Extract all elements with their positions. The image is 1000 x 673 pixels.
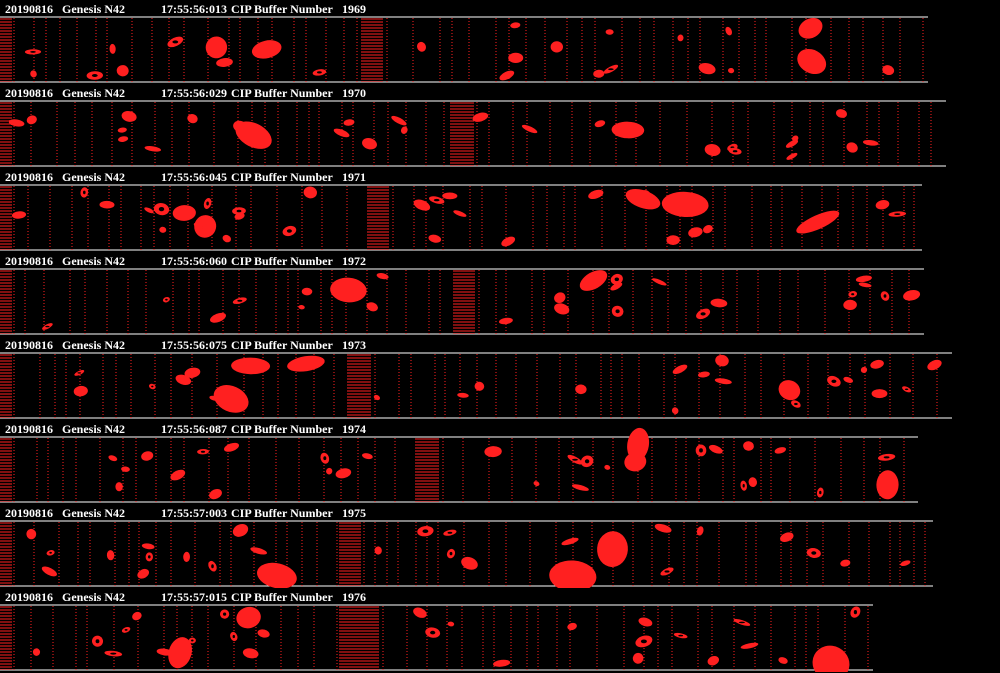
header-probe: Genesis N42 — [62, 422, 125, 436]
header-label: CIP Buffer Number — [231, 254, 333, 268]
header-date: 20190816 — [5, 590, 53, 604]
particle-image-strip — [0, 352, 952, 419]
particle-image-strip — [0, 427, 918, 503]
header-date: 20190816 — [5, 338, 53, 352]
particle-image-strip — [0, 100, 946, 167]
header-buffer-number: 1975 — [342, 506, 366, 520]
header-probe: Genesis N42 — [62, 590, 125, 604]
particle-image-strip — [0, 604, 873, 672]
header-date: 20190816 — [5, 422, 53, 436]
header-label: CIP Buffer Number — [231, 422, 333, 436]
header-date: 20190816 — [5, 506, 53, 520]
header-label: CIP Buffer Number — [231, 590, 333, 604]
header-buffer-number: 1969 — [342, 2, 366, 16]
header-probe: Genesis N42 — [62, 170, 125, 184]
header-buffer-number: 1972 — [342, 254, 366, 268]
header-buffer-number: 1971 — [342, 170, 366, 184]
header-buffer-number: 1976 — [342, 590, 366, 604]
header-time: 17:55:56:029 — [161, 86, 227, 100]
header-probe: Genesis N42 — [62, 506, 125, 520]
header-date: 20190816 — [5, 2, 53, 16]
header-label: CIP Buffer Number — [231, 170, 333, 184]
header-date: 20190816 — [5, 86, 53, 100]
particle-image-strip — [0, 184, 922, 251]
header-date: 20190816 — [5, 170, 53, 184]
header-label: CIP Buffer Number — [231, 506, 333, 520]
header-date: 20190816 — [5, 254, 53, 268]
particle-image-strip — [0, 520, 933, 588]
header-label: CIP Buffer Number — [231, 338, 333, 352]
header-buffer-number: 1973 — [342, 338, 366, 352]
header-probe: Genesis N42 — [62, 338, 125, 352]
header-time: 17:55:57:015 — [161, 590, 227, 604]
header-buffer-number: 1974 — [342, 422, 366, 436]
header-time: 17:55:56:075 — [161, 338, 227, 352]
header-buffer-number: 1970 — [342, 86, 366, 100]
header-time: 17:55:56:060 — [161, 254, 227, 268]
header-probe: Genesis N42 — [62, 86, 125, 100]
header-probe: Genesis N42 — [62, 2, 125, 16]
header-time: 17:55:56:013 — [161, 2, 227, 16]
header-probe: Genesis N42 — [62, 254, 125, 268]
header-time: 17:55:56:087 — [161, 422, 227, 436]
particle-image-strip — [0, 268, 924, 335]
header-label: CIP Buffer Number — [231, 2, 333, 16]
header-time: 17:55:56:045 — [161, 170, 227, 184]
header-label: CIP Buffer Number — [231, 86, 333, 100]
header-time: 17:55:57:003 — [161, 506, 227, 520]
particle-image-strip — [0, 16, 928, 83]
